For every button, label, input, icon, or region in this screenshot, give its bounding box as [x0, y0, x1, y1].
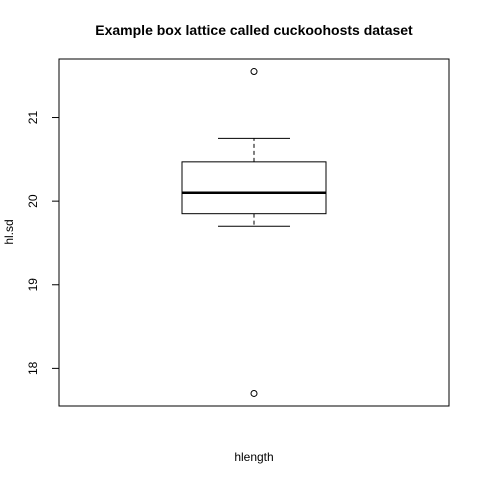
iqr-box	[181, 161, 327, 215]
y-tick-label: 19	[26, 278, 40, 292]
outlier-group	[250, 68, 258, 397]
plot-frame	[58, 58, 450, 407]
y-tick-label: 18	[26, 361, 40, 375]
box-group	[181, 137, 327, 227]
y-axis-label: hl.sd	[2, 219, 16, 244]
outlier-point	[250, 389, 258, 397]
y-axis: 18 19 20 21	[26, 111, 59, 375]
y-tick-label: 21	[26, 111, 40, 125]
x-axis-label: hlength	[234, 450, 273, 464]
outlier-point	[250, 68, 258, 76]
y-tick-label: 20	[26, 194, 40, 208]
chart-title: Example box lattice called cuckoohosts d…	[95, 22, 413, 38]
